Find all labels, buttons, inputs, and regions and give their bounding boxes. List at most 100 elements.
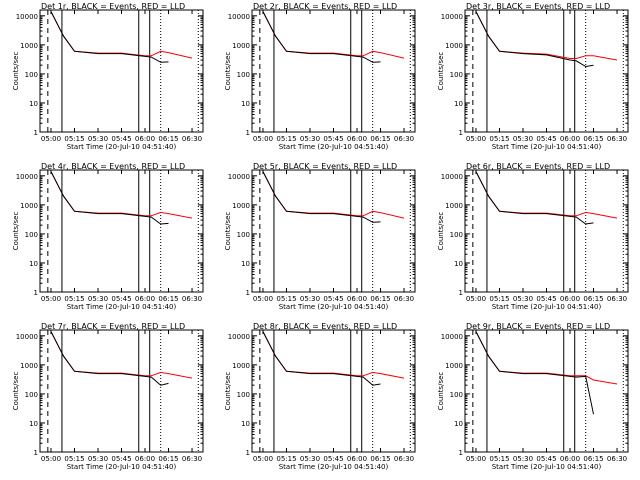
y-tick-label: 1 [246, 289, 250, 297]
series-line-lld [50, 171, 193, 219]
series-line-events [262, 331, 381, 386]
panel-title: Det 9r, BLACK = Events, RED = LLD [466, 322, 610, 331]
x-tick-label: 05:00 [253, 455, 273, 463]
y-tick-label: 10 [29, 260, 38, 268]
y-tick-label: 10 [454, 260, 463, 268]
x-axis-label: Start Time (20-Jul-10 04:51:40) [67, 143, 177, 151]
y-tick-label: 10000 [16, 333, 38, 341]
x-tick-label: 05:30 [300, 295, 320, 303]
x-tick-label: 06:00 [347, 135, 367, 143]
panel-title: Det 2r, BLACK = Events, RED = LLD [253, 2, 397, 11]
x-tick-label: 05:30 [300, 455, 320, 463]
panel-title: Det 7r, BLACK = Events, RED = LLD [41, 322, 185, 331]
x-axis-label: Start Time (20-Jul-10 04:51:40) [279, 303, 389, 311]
x-tick-label: 06:00 [560, 135, 580, 143]
x-tick-label: 05:00 [466, 295, 486, 303]
y-tick-label: 100 [237, 391, 250, 399]
x-tick-label: 06:15 [583, 295, 603, 303]
panel-title: Det 6r, BLACK = Events, RED = LLD [466, 162, 610, 171]
x-tick-label: 06:15 [583, 455, 603, 463]
series-line-events [262, 11, 381, 63]
plot-frame [464, 169, 629, 293]
y-tick-label: 1000 [445, 362, 463, 370]
series-line-lld [475, 11, 618, 61]
y-tick-label: 10 [454, 420, 463, 428]
y-tick-label: 100 [237, 71, 250, 79]
x-tick-label: 05:15 [276, 135, 296, 143]
x-tick-label: 06:15 [158, 295, 178, 303]
series-line-events [50, 11, 169, 63]
y-tick-label: 1000 [445, 42, 463, 50]
x-tick-label: 06:30 [182, 295, 202, 303]
x-tick-label: 06:00 [135, 455, 155, 463]
y-tick-label: 1000 [20, 362, 38, 370]
y-axis-label: Counts/sec [12, 52, 20, 91]
y-axis-label: Counts/sec [12, 212, 20, 251]
x-tick-label: 05:30 [513, 455, 533, 463]
y-tick-label: 100 [450, 391, 463, 399]
x-tick-label: 06:00 [560, 455, 580, 463]
x-tick-label: 05:45 [536, 295, 556, 303]
x-tick-label: 05:00 [253, 135, 273, 143]
series-line-events [262, 171, 381, 223]
x-tick-label: 06:30 [394, 455, 414, 463]
x-tick-label: 05:15 [489, 135, 509, 143]
plot-frame [39, 329, 204, 453]
y-tick-label: 1000 [232, 42, 250, 50]
x-tick-label: 06:00 [135, 295, 155, 303]
x-tick-label: 06:15 [370, 455, 390, 463]
y-tick-label: 10 [241, 420, 250, 428]
x-tick-label: 06:15 [158, 455, 178, 463]
y-tick-label: 10 [241, 100, 250, 108]
x-tick-label: 06:30 [394, 135, 414, 143]
x-tick-label: 05:30 [88, 135, 108, 143]
x-axis-label: Start Time (20-Jul-10 04:51:40) [67, 303, 177, 311]
plot-frame [39, 169, 204, 293]
y-tick-label: 1 [459, 289, 463, 297]
x-tick-label: 05:00 [41, 295, 61, 303]
x-axis-label: Start Time (20-Jul-10 04:51:40) [67, 463, 177, 471]
x-tick-label: 06:00 [135, 135, 155, 143]
y-axis-label: Counts/sec [437, 372, 445, 411]
y-tick-label: 1 [459, 129, 463, 137]
x-axis-label: Start Time (20-Jul-10 04:51:40) [279, 463, 389, 471]
x-tick-label: 06:00 [347, 455, 367, 463]
x-tick-label: 05:15 [276, 455, 296, 463]
series-line-lld [475, 331, 618, 385]
y-tick-label: 1 [34, 289, 38, 297]
panel-title: Det 3r, BLACK = Events, RED = LLD [466, 2, 610, 11]
x-tick-label: 06:30 [182, 455, 202, 463]
x-tick-label: 05:30 [513, 295, 533, 303]
y-tick-label: 1000 [20, 42, 38, 50]
y-tick-label: 10 [29, 100, 38, 108]
x-tick-label: 05:45 [536, 455, 556, 463]
x-tick-label: 05:00 [41, 135, 61, 143]
y-tick-label: 1 [246, 129, 250, 137]
x-tick-label: 05:30 [88, 455, 108, 463]
x-axis-label: Start Time (20-Jul-10 04:51:40) [492, 143, 602, 151]
x-tick-label: 05:45 [323, 455, 343, 463]
x-tick-label: 05:45 [111, 455, 131, 463]
y-tick-label: 100 [25, 391, 38, 399]
y-tick-label: 1 [34, 129, 38, 137]
series-line-lld [262, 331, 405, 379]
y-axis-label: Counts/sec [12, 372, 20, 411]
x-tick-label: 05:45 [111, 135, 131, 143]
x-tick-label: 06:30 [394, 295, 414, 303]
series-line-events [50, 171, 169, 225]
x-tick-label: 05:30 [513, 135, 533, 143]
y-tick-label: 1000 [20, 202, 38, 210]
x-tick-label: 06:15 [370, 135, 390, 143]
detector-panel: Det 2r, BLACK = Events, RED = LLD 05:00 05… [224, 2, 416, 151]
x-tick-label: 05:15 [64, 295, 84, 303]
y-tick-label: 1000 [232, 202, 250, 210]
x-tick-label: 06:00 [560, 295, 580, 303]
x-tick-label: 05:15 [489, 295, 509, 303]
y-axis-label: Counts/sec [224, 372, 232, 411]
